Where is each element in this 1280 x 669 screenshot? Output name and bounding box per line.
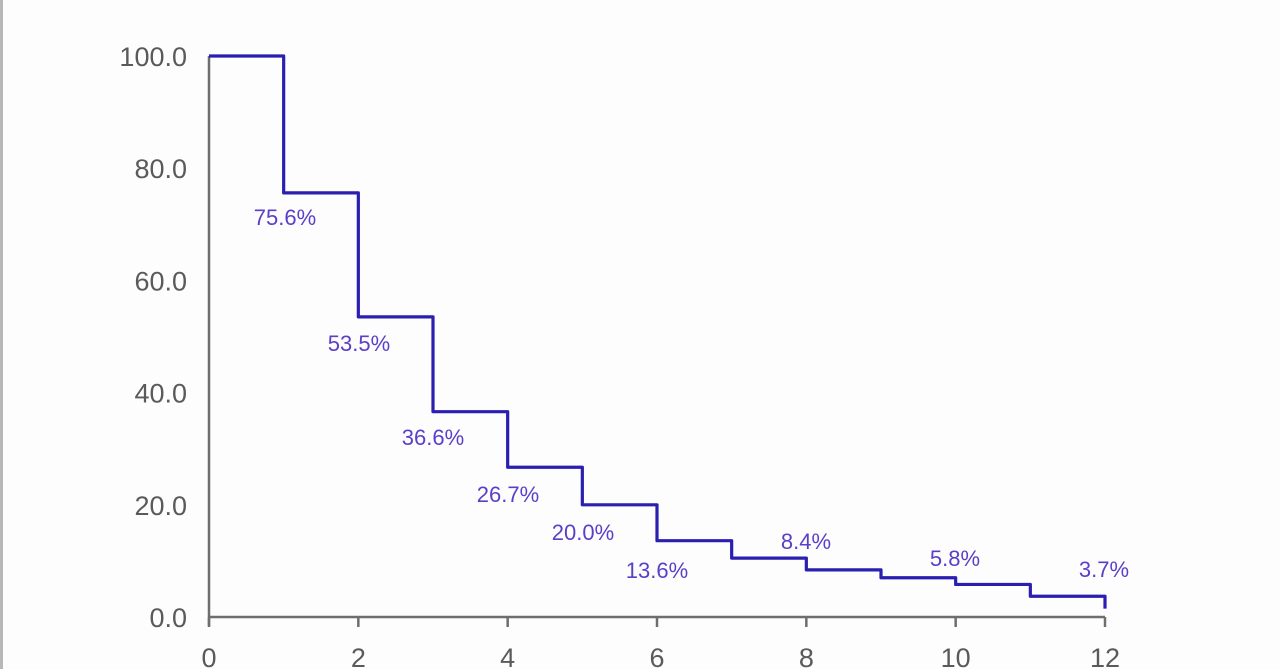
data-label: 8.4% xyxy=(781,529,831,554)
y-tick-label: 60.0 xyxy=(134,266,187,296)
data-labels: 75.6% 53.5% 36.6% 26.7% 20.0% 13.6% 8.4% 5.8% 3.… xyxy=(254,205,1129,583)
y-tick-label: 40.0 xyxy=(134,379,187,409)
x-tick-label: 2 xyxy=(351,643,366,669)
data-label: 13.6% xyxy=(626,558,688,583)
x-tick-label: 12 xyxy=(1090,643,1120,669)
x-tick-label: 4 xyxy=(500,643,515,669)
data-label: 20.0% xyxy=(552,520,614,545)
survival-step-line xyxy=(209,54,1107,609)
data-label: 5.8% xyxy=(930,546,980,571)
data-label: 3.7% xyxy=(1079,557,1129,582)
y-tick-label: 100.0 xyxy=(119,42,187,72)
x-tick-label: 6 xyxy=(649,643,664,669)
y-tick-label: 20.0 xyxy=(134,491,187,521)
x-tick-label: 0 xyxy=(201,643,216,669)
step-line-path xyxy=(209,54,1107,609)
x-tick-label: 10 xyxy=(941,643,971,669)
y-tick-label: 80.0 xyxy=(134,154,187,184)
x-tick-label: 8 xyxy=(799,643,814,669)
data-label: 53.5% xyxy=(328,331,390,356)
y-axis: 0.0 20.0 40.0 60.0 80.0 100.0 xyxy=(119,42,211,633)
x-axis: 0 2 4 6 8 10 12 xyxy=(201,615,1120,669)
data-label: 75.6% xyxy=(254,205,316,230)
data-label: 36.6% xyxy=(402,425,464,450)
image-left-border xyxy=(0,0,3,669)
y-tick-label: 0.0 xyxy=(149,603,187,633)
data-label: 26.7% xyxy=(477,482,539,507)
